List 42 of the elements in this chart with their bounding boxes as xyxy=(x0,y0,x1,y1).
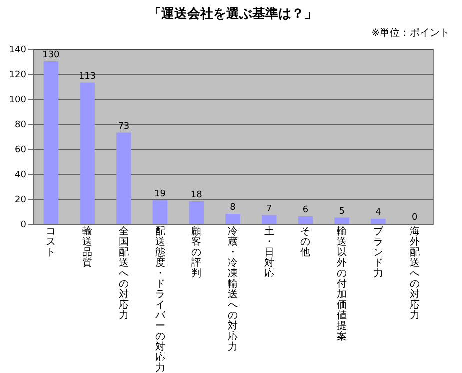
text: ※単位：ポイント xyxy=(370,27,450,40)
category-label: 海外配送への対応力 xyxy=(410,226,420,322)
x-tick-label: 土・日対応 xyxy=(264,226,274,280)
data-label: 8 xyxy=(230,203,236,213)
y-tick-label: 80 xyxy=(15,120,27,130)
y-tick-label: 0 xyxy=(20,220,27,230)
x-tick-label: ブランド力 xyxy=(373,226,384,280)
category-label: 配送態度・ドライバーの対応力 xyxy=(155,226,166,373)
x-tick-label: 輸送品質 xyxy=(82,226,93,269)
data-label: 7 xyxy=(266,204,272,214)
bar xyxy=(334,218,350,224)
bar xyxy=(44,62,59,224)
bar xyxy=(189,202,204,224)
y-tick-label: 140 xyxy=(9,46,27,56)
x-tick-label: その他 xyxy=(300,226,311,258)
bar xyxy=(262,215,277,224)
x-tick-label: コスト xyxy=(46,226,56,258)
category-label: 輸送以外の付加価値提案 xyxy=(337,226,348,342)
data-label: 18 xyxy=(190,190,203,200)
y-tick-label: 20 xyxy=(15,196,27,206)
data-label: 4 xyxy=(376,208,382,218)
bar xyxy=(226,214,240,224)
chart-title: 「運送会社を選ぶ基準は？」 xyxy=(148,6,318,22)
category-label: 全国配送への対応力 xyxy=(118,226,129,322)
bar xyxy=(298,216,314,224)
data-label: 0 xyxy=(412,213,418,223)
y-tick-label: 60 xyxy=(15,146,27,156)
x-tick-label: 顧客の評判 xyxy=(192,226,202,280)
y-tick-label: 40 xyxy=(15,170,27,180)
data-label: 19 xyxy=(154,189,166,200)
data-label: 113 xyxy=(78,72,96,82)
bar xyxy=(80,82,95,224)
category-label: 冷蔵・冷凍輸送への対応力 xyxy=(228,226,238,353)
data-label: 5 xyxy=(339,206,345,217)
bar xyxy=(152,200,168,224)
data-label: 6 xyxy=(302,206,309,216)
data-label: 130 xyxy=(42,50,60,60)
data-label: 73 xyxy=(118,122,130,132)
y-tick-label: 100 xyxy=(9,96,27,106)
bar xyxy=(371,219,386,224)
bar xyxy=(116,132,132,224)
y-tick-label: 120 xyxy=(9,70,27,80)
